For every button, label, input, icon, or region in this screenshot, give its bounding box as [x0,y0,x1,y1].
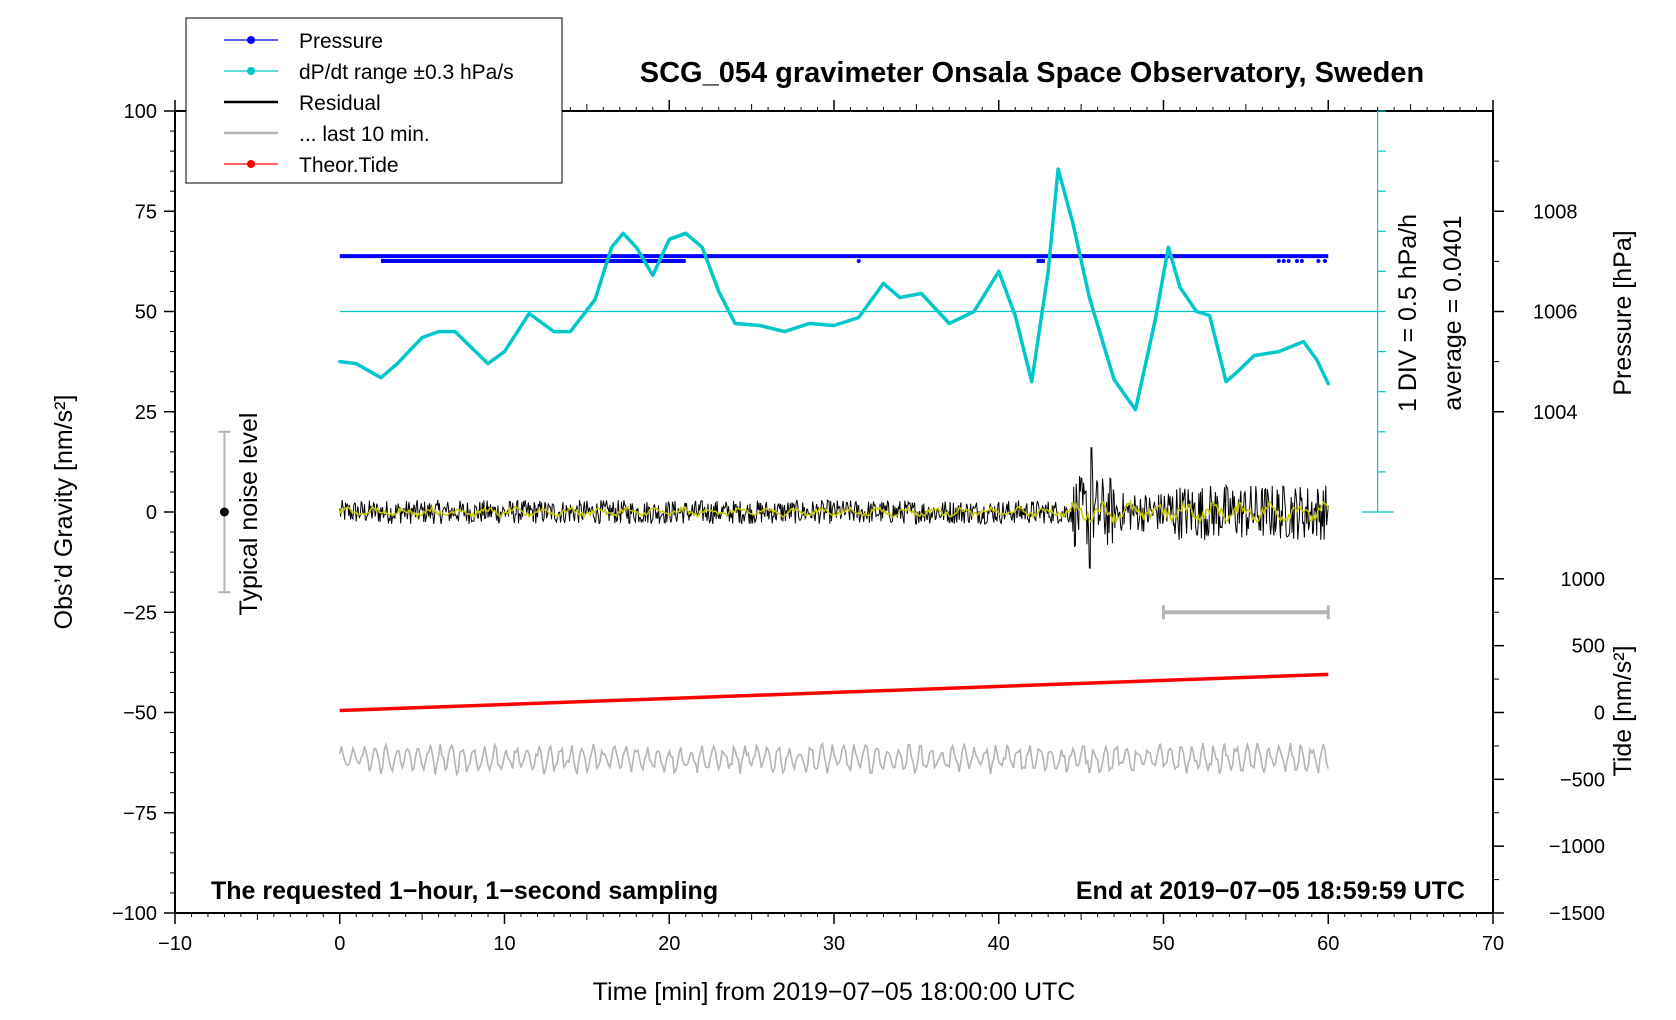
y-axis-label-tide: Tide [nm/s²] [1609,645,1637,776]
pressure-point [380,254,385,259]
y-tick-label: −100 [112,903,157,925]
legend-marker-pressure [247,36,255,44]
x-tick-label: 60 [1317,933,1339,955]
tide-tick-label: 500 [1572,636,1605,658]
end-time-note: End at 2019−07−05 18:59:59 UTC [1076,877,1465,905]
legend-marker-tide [247,160,255,168]
pressure-point [1294,258,1299,263]
y-tick-label: 0 [146,502,157,524]
pressure-tick-label: 1004 [1533,402,1578,424]
tide-tick-label: 1000 [1561,569,1606,591]
pressure-point [1316,258,1321,263]
pressure-div-scale [1361,110,1394,513]
pressure-point [1281,258,1286,263]
y-tick-label: −25 [123,602,157,624]
legend-entry-dpdt: dP/dt range ±0.3 hPa/s [224,61,514,84]
tide-line [339,672,1329,713]
y-axis-label-left: Obs’d Gravity [nm/s²] [50,395,78,630]
legend: Pressure dP/dt range ±0.3 hPa/s Residual… [185,17,563,184]
sampling-note: The requested 1−hour, 1−second sampling [211,877,718,905]
y-tick-label: 100 [124,101,157,123]
div-label: 1 DIV = 0.5 hPa/h [1394,214,1422,412]
x-tick-label: 20 [658,933,680,955]
pressure-point [1322,258,1327,263]
legend-label-residual: Residual [299,92,381,115]
y-tick-label: 75 [135,201,157,223]
dpdt-curve [338,167,1331,412]
legend-box [185,17,563,184]
average-label: average = 0.0401 [1439,215,1467,410]
tide-tick-label: −500 [1560,769,1605,791]
pressure-point [1276,258,1281,263]
y-tick-label: −75 [123,803,157,825]
legend-label-dpdt: dP/dt range ±0.3 hPa/s [299,61,514,84]
x-tick-label: 10 [493,933,515,955]
legend-label-tide: Theor.Tide [299,154,399,177]
tide-tick-label: −1500 [1549,903,1605,925]
legend-entry-pressure: Pressure [224,30,383,53]
tide-tick-label: 0 [1594,703,1605,725]
x-tick-label: 50 [1152,933,1174,955]
residual-smooth-line [339,499,1330,526]
legend-entry-tide: Theor.Tide [224,154,399,177]
x-tick-label: 30 [823,933,845,955]
noise-level-label: Typical noise level [235,413,263,616]
pressure-point [856,258,861,263]
legend-entry-residual: Residual [224,92,381,115]
axis-ticks: −10 0 10 20 30 40 50 60 701007550250−25−50−75−10… [112,100,1605,955]
legend-marker-dpdt [247,67,255,75]
chart-title: SCG_054 gravimeter Onsala Space Observat… [640,57,1424,89]
pressure-tick-label: 1006 [1533,302,1578,324]
x-tick-label: 0 [334,933,345,955]
legend-label-last10: ... last 10 min. [299,123,430,146]
pressure-point [1286,258,1291,263]
legend-label-pressure: Pressure [299,30,383,53]
tide-tick-label: −1000 [1549,836,1605,858]
y-tick-label: 25 [135,402,157,424]
x-tick-label: 70 [1482,933,1504,955]
x-tick-label: −10 [158,933,192,955]
last10-line [339,741,1330,777]
x-tick-label: 40 [988,933,1010,955]
y-axis-label-pressure: Pressure [hPa] [1609,230,1637,395]
y-tick-label: 50 [135,302,157,324]
residual-line [339,447,1329,569]
legend-entry-last10: ... last 10 min. [224,123,430,146]
x-axis-label: Time [min] from 2019−07−05 18:00:00 UTC [593,978,1076,1006]
pressure-point [385,254,390,259]
pressure-point [1299,258,1304,263]
pressure-tick-label: 1008 [1533,201,1578,223]
noise-bar-center [219,507,229,517]
y-tick-label: −50 [123,703,157,725]
data-layer [218,167,1378,777]
